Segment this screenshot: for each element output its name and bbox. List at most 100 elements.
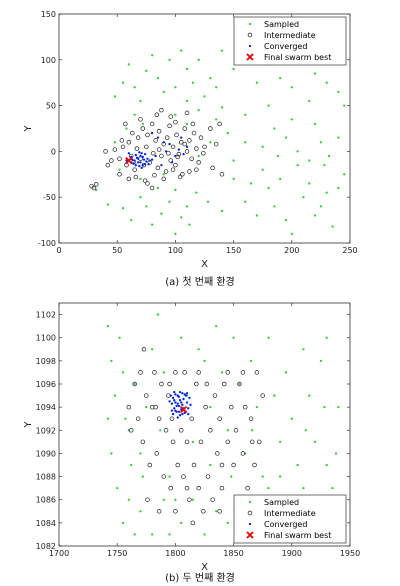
point-sampled [276, 154, 279, 158]
point-converged [174, 409, 177, 412]
point-intermediate [182, 126, 187, 131]
point-converged [178, 414, 182, 417]
point-sampled [232, 159, 235, 162]
y-tick-label-a: 50 [46, 102, 56, 111]
point-intermediate [178, 428, 184, 433]
point-converged [177, 404, 181, 408]
point-sampled [121, 521, 125, 525]
point-intermediate [176, 151, 182, 157]
point-sampled [133, 113, 136, 116]
point-sampled [180, 521, 183, 525]
x-tick-label-b: 1850 [223, 549, 243, 558]
point-sampled [106, 417, 110, 420]
point-intermediate [93, 182, 99, 187]
point-converged [135, 156, 139, 159]
point-converged [131, 158, 134, 161]
point-sampled [302, 196, 305, 199]
legend-label-final-swarm-best: Final swarm best [264, 531, 331, 540]
point-converged [173, 407, 176, 410]
point-sampled [337, 405, 340, 409]
point-sampled [337, 90, 340, 94]
point-sampled [191, 81, 195, 84]
point-intermediate [140, 126, 146, 131]
point-intermediate [156, 416, 162, 421]
point-converged [180, 401, 183, 404]
point-intermediate [178, 139, 184, 145]
point-sampled [203, 95, 206, 98]
point-intermediate [174, 132, 179, 138]
y-tick-label-b: 1090 [36, 449, 56, 458]
point-converged [154, 154, 157, 158]
point-intermediate [187, 138, 192, 143]
point-sampled [267, 186, 270, 190]
point-sampled [110, 452, 113, 455]
point-sampled [133, 86, 136, 89]
point-sampled [226, 521, 229, 525]
point-intermediate [184, 149, 190, 154]
y-tick-label-a: -100 [38, 239, 56, 248]
point-sampled [325, 463, 328, 467]
point-intermediate [161, 474, 167, 479]
point-sampled [304, 429, 307, 432]
point-sampled [284, 136, 288, 139]
point-sampled [279, 440, 282, 444]
point-intermediate [187, 497, 192, 502]
point-sampled [174, 113, 177, 116]
x-axis-label-b: X [201, 562, 208, 573]
point-sampled [121, 371, 125, 374]
point-converged [141, 155, 144, 159]
point-converged [178, 390, 182, 394]
point-sampled [160, 212, 163, 215]
point-sampled [159, 429, 162, 432]
point-sampled [174, 232, 177, 235]
point-sampled [313, 122, 317, 126]
point-sampled [162, 173, 165, 176]
point-intermediate [202, 144, 207, 150]
point-sampled [150, 223, 154, 226]
point-sampled [162, 371, 165, 374]
point-intermediate [210, 497, 215, 502]
point-sampled [337, 136, 340, 139]
point-converged [177, 395, 181, 398]
point-intermediate [149, 185, 155, 191]
point-sampled [296, 163, 299, 167]
point-sampled [220, 106, 224, 109]
point-intermediate [173, 370, 178, 375]
point-intermediate [231, 462, 236, 468]
series-sampled-a [95, 49, 346, 235]
point-converged [188, 396, 191, 400]
point-intermediate [240, 370, 246, 375]
point-converged [170, 161, 174, 164]
point-intermediate [159, 107, 164, 113]
point-sampled [226, 429, 229, 432]
point-sampled [261, 475, 264, 478]
y-tick-label-b: 1084 [36, 519, 56, 528]
point-converged [173, 399, 176, 402]
point-sampled [273, 127, 276, 130]
point-sampled [209, 76, 212, 80]
point-intermediate [170, 439, 176, 445]
point-converged [137, 161, 140, 164]
point-sampled [296, 463, 299, 467]
x-axis-label-a: X [201, 259, 208, 270]
y-tick-label-a: -50 [43, 193, 56, 202]
point-converged [175, 404, 178, 408]
point-intermediate [170, 144, 176, 150]
point-intermediate [201, 150, 206, 156]
point-sampled [327, 154, 331, 158]
point-sampled [145, 205, 148, 208]
point-intermediate [242, 404, 248, 410]
point-intermediate [132, 381, 137, 387]
point-intermediate [205, 474, 211, 479]
chart-a: 0 50 100 150 200 250 -100 -50 0 50 100 150 X Y Sampled… [23, 10, 358, 288]
point-converged [177, 148, 181, 151]
point-sampled [113, 141, 117, 144]
point-converged [168, 400, 171, 403]
chart-b: 1700 1750 1800 1850 1900 1950 1082 1084 1086 1088… [23, 302, 360, 584]
legend-marker-converged [248, 522, 252, 526]
point-sampled [249, 182, 253, 185]
point-intermediate [237, 381, 242, 387]
point-intermediate [168, 485, 173, 491]
point-intermediate [256, 439, 262, 445]
point-intermediate [215, 451, 220, 456]
